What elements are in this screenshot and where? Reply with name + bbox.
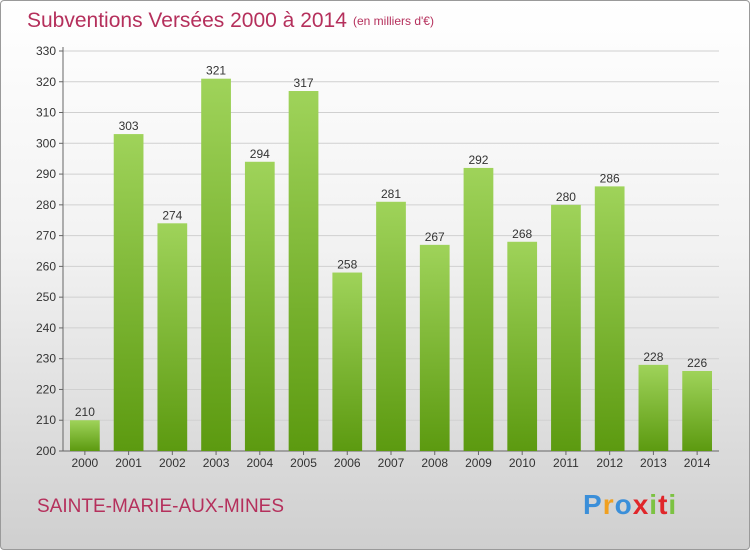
x-tick-label: 2010 — [509, 456, 536, 470]
commune-name: SAINTE-MARIE-AUX-MINES — [37, 496, 285, 517]
x-tick-label: 2007 — [378, 456, 405, 470]
x-tick-label: 2013 — [640, 456, 667, 470]
data-label-2006: 258 — [337, 258, 357, 272]
bar-2014 — [682, 371, 713, 451]
data-label-2000: 210 — [75, 405, 95, 419]
logo-letter: P — [583, 489, 603, 520]
data-labels: 210 303 274 321 294 317 258 281 267 292 268 280 286 2… — [75, 64, 708, 420]
x-tick-label: 2003 — [203, 456, 230, 470]
y-tick-label: 270 — [36, 229, 56, 243]
logo-letter: x — [632, 489, 650, 520]
data-label-2011: 280 — [556, 190, 576, 204]
data-label-2005: 317 — [294, 76, 314, 90]
y-tick-label: 200 — [36, 444, 56, 458]
x-tick-label: 2004 — [246, 456, 273, 470]
y-tick-label: 320 — [36, 75, 56, 89]
bar-2007 — [376, 201, 406, 451]
bar-2006 — [332, 272, 363, 451]
y-tick-label: 220 — [36, 382, 56, 396]
data-label-2001: 303 — [119, 119, 139, 133]
chart-subtitle: (en milliers d'€) — [353, 14, 434, 28]
data-label-2010: 268 — [512, 227, 532, 241]
y-tick-label: 280 — [36, 198, 56, 212]
data-label-2012: 286 — [600, 171, 620, 185]
data-label-2004: 294 — [250, 147, 270, 161]
bars — [69, 78, 713, 452]
x-tick-label: 2011 — [553, 456, 579, 470]
y-tick-label: 310 — [36, 106, 56, 120]
y-tick-label: 230 — [36, 352, 56, 366]
bar-2011 — [551, 204, 581, 451]
x-tick-label: 2009 — [465, 456, 492, 470]
bar-2008 — [419, 244, 450, 451]
data-label-2007: 281 — [381, 187, 401, 201]
bar-2001 — [113, 134, 144, 452]
bar-2000 — [69, 420, 100, 451]
x-tick-label: 2001 — [115, 456, 142, 470]
y-tick-label: 330 — [36, 44, 56, 58]
x-tick-label: 2014 — [684, 456, 711, 470]
data-label-2013: 228 — [643, 350, 663, 364]
data-label-2002: 274 — [162, 208, 182, 222]
logo-letter: t — [658, 489, 669, 520]
x-tick-label: 2006 — [334, 456, 361, 470]
bar-2005 — [288, 91, 319, 451]
y-tick-label: 240 — [36, 321, 56, 335]
bar-2010 — [507, 241, 538, 451]
bar-chart: 200 210 220 230 240 250 260 270 280 290 300 310 320 3… — [36, 44, 719, 470]
y-tick-label: 290 — [36, 167, 56, 181]
bar-2002 — [157, 223, 188, 451]
logo-letter: i — [668, 489, 678, 520]
x-tick-label: 2002 — [159, 456, 186, 470]
data-label-2003: 321 — [206, 64, 226, 78]
y-tick-label: 300 — [36, 136, 56, 150]
data-label-2008: 267 — [425, 230, 445, 244]
x-tick-label: 2000 — [72, 456, 99, 470]
logo-letter: o — [614, 489, 633, 520]
y-tick-label: 210 — [36, 413, 56, 427]
logo-letter: i — [649, 489, 659, 520]
proxiti-logo: Proxiti — [583, 489, 677, 521]
x-tick-label: 2008 — [421, 456, 448, 470]
y-tick-label: 260 — [36, 259, 56, 273]
data-label-2009: 292 — [468, 153, 488, 167]
bar-2009 — [463, 167, 494, 451]
bar-2012 — [594, 186, 625, 451]
chart-title: Subventions Versées 2000 à 2014 — [27, 9, 347, 32]
bar-2013 — [638, 364, 669, 451]
y-tick-label: 250 — [36, 290, 56, 304]
x-tick-label: 2005 — [290, 456, 317, 470]
x-tick-label: 2012 — [596, 456, 623, 470]
bar-2004 — [244, 161, 275, 451]
bar-2003 — [201, 78, 231, 451]
logo-letter: r — [602, 489, 615, 520]
data-label-2014: 226 — [687, 356, 707, 370]
